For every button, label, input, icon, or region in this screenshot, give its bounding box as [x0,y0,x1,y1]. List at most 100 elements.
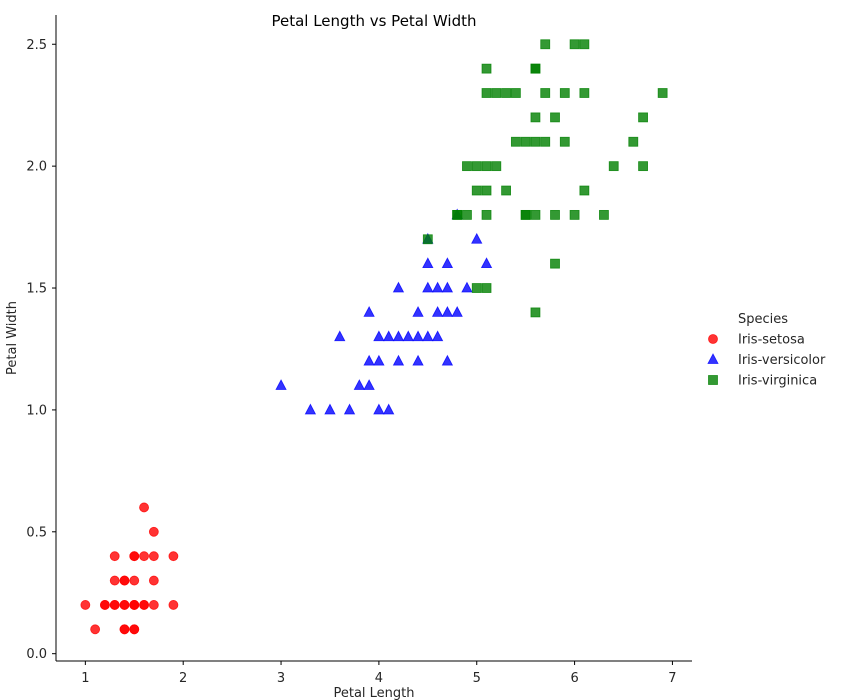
data-point [334,330,346,342]
data-point [540,136,551,147]
data-point [139,502,149,513]
data-point [530,136,541,147]
y-axis-label: Petal Width [5,301,20,375]
legend-marker [707,353,719,364]
data-point [129,624,140,635]
data-point [559,136,570,147]
data-point [129,600,140,610]
data-point [540,39,551,50]
data-point [422,234,433,245]
data-point [275,379,287,390]
data-point [530,307,541,318]
data-point [139,600,149,610]
data-point [657,88,668,98]
data-point [383,330,395,342]
data-point [363,354,375,366]
data-point [90,624,101,635]
data-point [462,209,472,220]
x-tick-label: 7 [668,671,676,686]
x-ticks: 1 2 3 4 5 6 7 [81,661,677,686]
y-tick-label: 1.5 [26,282,47,297]
x-tick-label: 6 [570,671,578,686]
x-tick-label: 2 [179,671,187,686]
data-point [431,281,444,293]
data-point [481,185,492,196]
data-point [628,136,639,147]
data-point [373,403,385,415]
y-tick-label: 1.0 [26,403,47,418]
data-point [471,283,482,293]
data-point [481,88,492,98]
data-point [481,283,492,293]
data-point [481,63,492,74]
data-point [550,112,560,123]
data-point [148,526,159,537]
x-tick-label: 1 [81,671,89,686]
x-tick-label: 3 [277,671,285,686]
data-point [431,306,444,317]
data-point [392,354,405,366]
data-point [441,306,454,317]
data-point [373,330,385,342]
data-point [501,88,511,98]
data-point [540,88,551,98]
legend-label: Iris-virginica [738,374,817,389]
data-point [343,403,356,415]
data-point [422,330,434,342]
data-point [148,575,159,586]
data-point [579,185,590,196]
x-tick-label: 5 [473,671,481,686]
data-point [109,600,120,610]
data-point [119,575,130,586]
data-point [530,209,541,220]
data-point [363,306,375,317]
data-point [441,281,454,293]
data-point [530,112,541,123]
series-iris-virginica [422,39,668,318]
data-point [431,330,444,342]
data-point [638,112,648,123]
data-point [441,354,454,366]
data-point [441,257,454,269]
data-point [608,161,619,172]
data-point [452,209,463,220]
series-iris-versicolor [275,208,493,415]
data-point [599,209,609,220]
legend-marker [708,334,718,344]
data-point [422,281,434,293]
data-point [461,281,473,293]
data-point [412,354,424,366]
data-point [471,232,483,244]
data-point [550,209,560,220]
data-point [109,551,120,562]
data-point [481,161,492,172]
data-point [100,600,110,610]
data-point [412,306,424,317]
data-point [520,136,531,147]
x-axis-label: Petal Length [333,686,414,700]
y-tick-label: 0.5 [26,525,47,540]
data-point [383,403,395,415]
data-point [139,551,149,562]
chart-title: Petal Length vs Petal Width [271,12,476,30]
data-point [129,575,140,586]
data-point [462,161,472,172]
legend-title: Species [738,312,788,327]
data-point [324,403,336,415]
data-point [520,209,531,220]
legend-label: Iris-setosa [738,333,805,348]
data-point [510,136,521,147]
data-point [402,330,414,342]
y-tick-label: 2.0 [26,160,47,175]
plot-area [80,39,668,635]
data-point [491,161,502,172]
data-point [471,185,482,196]
x-tick-label: 4 [375,671,383,686]
y-tick-label: 2.5 [26,38,47,53]
data-point [480,257,493,269]
data-point [119,624,130,635]
data-point [491,88,502,98]
axes [55,15,692,662]
data-point [304,403,317,415]
